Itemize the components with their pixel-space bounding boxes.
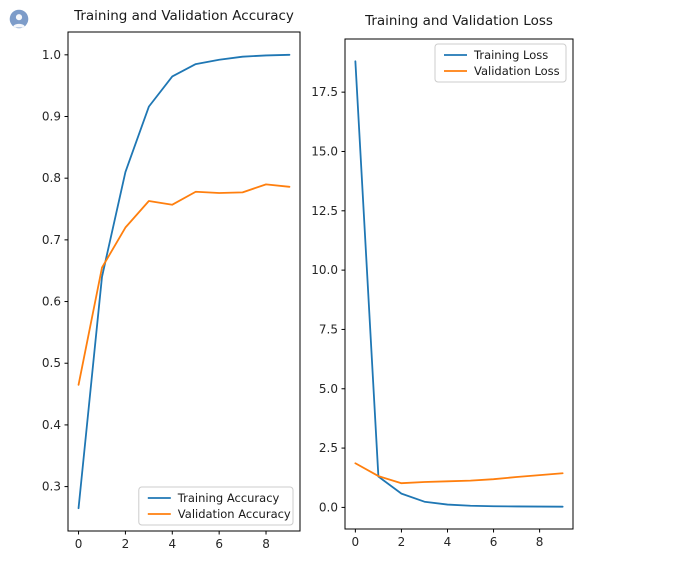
legend-box bbox=[138, 486, 294, 526]
legend-label: Validation Loss bbox=[474, 64, 560, 78]
legend: Training Accuracy Validation Accuracy bbox=[138, 486, 294, 526]
legend: Training Loss Validation Loss bbox=[434, 43, 567, 83]
axes-frame bbox=[344, 38, 574, 530]
x-tick-label: 0 bbox=[75, 537, 83, 551]
series-line-training-accuracy bbox=[77, 53, 291, 510]
user-avatar-icon bbox=[9, 9, 29, 29]
x-axis: 0 2 4 6 8 bbox=[352, 529, 544, 549]
x-tick-label: 2 bbox=[122, 537, 130, 551]
accuracy-chart-title: Training and Validation Accuracy bbox=[74, 8, 294, 24]
axes-frame bbox=[67, 31, 301, 532]
x-tick-label: 4 bbox=[444, 535, 452, 549]
x-tick-label: 8 bbox=[262, 537, 270, 551]
legend-label: Training Loss bbox=[473, 48, 548, 62]
x-axis: 0 2 4 6 8 bbox=[75, 531, 270, 551]
y-tick-label: 7.5 bbox=[319, 322, 338, 336]
y-tick-label: 17.5 bbox=[311, 85, 338, 99]
x-tick-label: 6 bbox=[490, 535, 498, 549]
legend-label: Validation Accuracy bbox=[178, 507, 291, 521]
y-tick-label: 5.0 bbox=[319, 382, 338, 396]
series-line-validation-accuracy bbox=[77, 183, 291, 386]
legend-box bbox=[434, 43, 567, 83]
y-tick-label: 0.5 bbox=[42, 356, 61, 370]
series-line-training-loss bbox=[354, 60, 564, 508]
x-tick-label: 0 bbox=[352, 535, 360, 549]
x-tick-label: 2 bbox=[398, 535, 406, 549]
y-tick-label: 12.5 bbox=[311, 204, 338, 218]
y-tick-label: 0.0 bbox=[319, 500, 338, 514]
loss-chart-title: Training and Validation Loss bbox=[365, 13, 553, 29]
y-tick-label: 0.8 bbox=[42, 171, 61, 185]
y-tick-label: 10.0 bbox=[311, 263, 338, 277]
y-tick-label: 0.6 bbox=[42, 295, 61, 309]
x-tick-label: 8 bbox=[536, 535, 544, 549]
series-line-validation-loss bbox=[354, 462, 564, 485]
y-tick-label: 0.4 bbox=[42, 418, 61, 432]
x-tick-label: 6 bbox=[215, 537, 223, 551]
y-axis: 0.3 0.4 0.5 0.6 0.7 0.8 0.9 1.0 bbox=[42, 48, 68, 494]
y-axis: 0.0 2.5 5.0 7.5 10.0 12.5 15.0 17.5 bbox=[311, 85, 345, 514]
x-tick-label: 4 bbox=[168, 537, 176, 551]
y-tick-label: 1.0 bbox=[42, 48, 61, 62]
avatar-person-glyph bbox=[12, 14, 26, 28]
y-tick-label: 0.3 bbox=[42, 480, 61, 494]
y-tick-label: 2.5 bbox=[319, 441, 338, 455]
legend-label: Training Accuracy bbox=[177, 491, 280, 505]
y-tick-label: 15.0 bbox=[311, 144, 338, 158]
y-tick-label: 0.7 bbox=[42, 233, 61, 247]
y-tick-label: 0.9 bbox=[42, 110, 61, 124]
